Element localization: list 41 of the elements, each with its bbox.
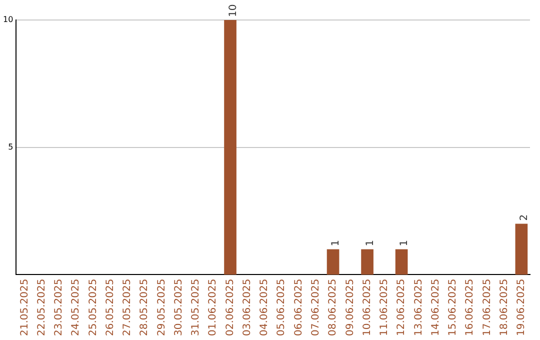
x-tick-label: 02.06.2025 bbox=[224, 278, 236, 336]
x-tick-label: 09.06.2025 bbox=[344, 278, 356, 336]
x-tick-label: 27.05.2025 bbox=[122, 278, 134, 336]
data-label: 1 bbox=[364, 240, 376, 246]
x-tick-label: 01.06.2025 bbox=[208, 278, 219, 336]
bar bbox=[515, 224, 528, 275]
x-tick-label: 04.06.2025 bbox=[259, 278, 270, 336]
data-label: 1 bbox=[399, 240, 410, 246]
x-tick-label: 03.06.2025 bbox=[242, 278, 253, 336]
y-tick-label: 5 bbox=[8, 142, 14, 152]
bar bbox=[224, 20, 236, 275]
x-tick-label: 08.06.2025 bbox=[328, 278, 339, 336]
bar bbox=[395, 249, 408, 275]
x-tick-label: 31.05.2025 bbox=[190, 278, 202, 336]
x-tick-label: 15.06.2025 bbox=[448, 278, 459, 336]
x-tick-label: 28.05.2025 bbox=[139, 278, 150, 336]
x-tick-label: 05.06.2025 bbox=[276, 278, 288, 336]
x-tick-label: 17.06.2025 bbox=[482, 278, 493, 336]
x-tick-label: 24.05.2025 bbox=[70, 278, 82, 336]
x-tick-label: 13.06.2025 bbox=[413, 278, 424, 336]
bar bbox=[326, 249, 340, 275]
x-tick-label: 29.05.2025 bbox=[156, 278, 168, 336]
x-tick-label: 22.05.2025 bbox=[36, 278, 48, 336]
x-tick-label: 18.06.2025 bbox=[498, 278, 510, 336]
x-tick-label: 11.06.2025 bbox=[379, 278, 390, 336]
x-tick-label: 14.06.2025 bbox=[430, 278, 442, 336]
x-tick-label: 23.05.2025 bbox=[54, 278, 65, 336]
x-tick-label: 25.05.2025 bbox=[88, 278, 99, 336]
x-tick-label: 26.05.2025 bbox=[104, 278, 116, 336]
data-label: 2 bbox=[519, 214, 530, 221]
bar bbox=[361, 249, 374, 275]
x-tick-label: 30.05.2025 bbox=[173, 278, 184, 336]
x-tick-label: 19.06.2025 bbox=[516, 278, 528, 336]
x-tick-label: 10.06.2025 bbox=[362, 278, 373, 336]
data-label: 10 bbox=[228, 4, 239, 17]
x-tick-label: 16.06.2025 bbox=[464, 278, 476, 336]
x-tick-label: 06.06.2025 bbox=[293, 278, 304, 336]
x-tick-label: 21.05.2025 bbox=[19, 278, 30, 336]
x-tick-label: 12.06.2025 bbox=[396, 278, 408, 336]
data-label: 1 bbox=[330, 240, 342, 246]
x-tick-label: 07.06.2025 bbox=[310, 278, 322, 336]
